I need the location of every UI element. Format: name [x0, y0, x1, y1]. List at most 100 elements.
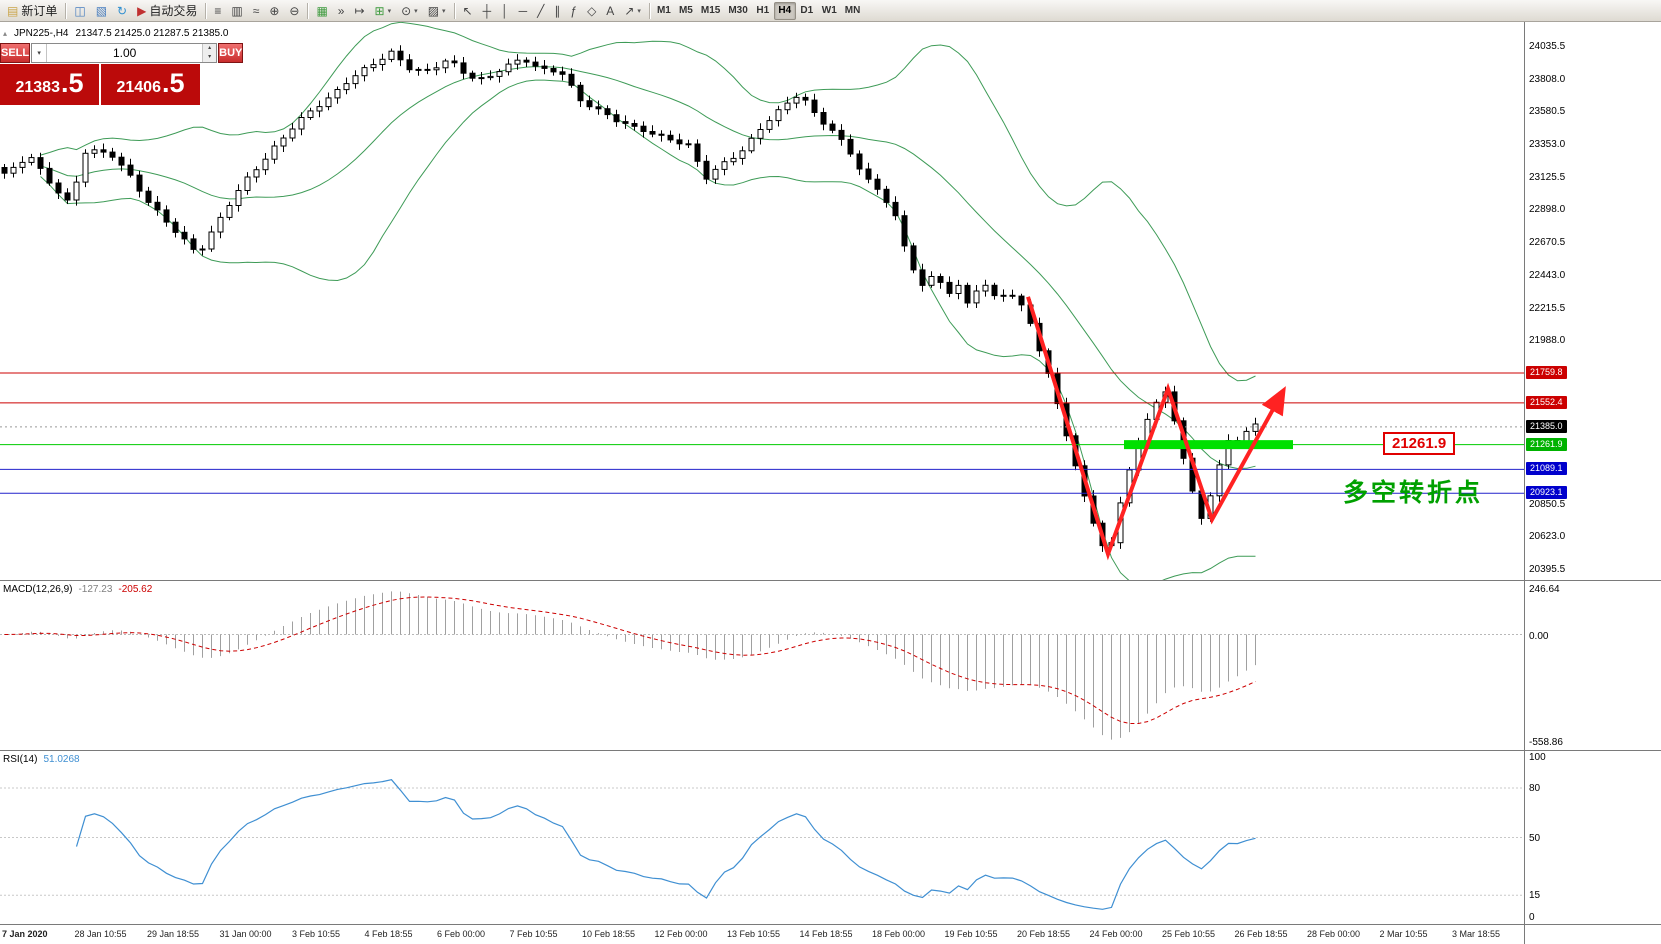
crosshair-icon[interactable]: ┼ [478, 1, 497, 21]
cursor-icon-glyph: ↖ [462, 3, 473, 18]
spinner-down-icon[interactable]: ▾ [203, 53, 217, 62]
rsi-pane[interactable]: RSI(14) 51.0268 [0, 751, 1524, 924]
tile-windows-icon[interactable]: ▦ [311, 1, 332, 21]
timeframe-m5[interactable]: M5 [678, 5, 693, 16]
price-line-label: 20923.1 [1526, 486, 1567, 500]
new-order-button[interactable]: ▤ 新订单 [2, 1, 62, 21]
macd-axis[interactable]: 246.64 0.00 -558.86 [1524, 581, 1661, 750]
price-axis[interactable]: 24035.5 23808.0 23580.5 23353.0 23125.5 22898… [1524, 22, 1661, 580]
macd-chart[interactable] [0, 581, 1524, 750]
time-axis-label: 26 Feb 18:55 [1234, 929, 1288, 939]
periods-dropdown-glyph: ⊙ [401, 3, 412, 18]
volume-input[interactable] [47, 44, 203, 62]
timeframe-h4[interactable]: H4 [773, 1, 796, 20]
buy-price[interactable]: 21406.5 [101, 64, 200, 105]
chart-window-icon-glyph: ◫ [74, 3, 86, 18]
time-axis-row: 7 Jan 2020 28 Jan 10:55 29 Jan 18:55 31 Jan… [0, 924, 1661, 944]
volume-control: ▾ ▴▾ [31, 43, 218, 63]
periods-dropdown-arrow-icon[interactable]: ▾ [414, 7, 418, 15]
bars-type-icon[interactable]: ≡ [209, 1, 226, 21]
templates-dropdown[interactable]: ▨ ▾ [423, 1, 451, 21]
channel-icon[interactable]: ∥ [549, 1, 565, 21]
vertical-line-icon-glyph: │ [501, 3, 509, 18]
periods-dropdown[interactable]: ⊙ ▾ [396, 1, 423, 21]
time-axis-label: 25 Feb 10:55 [1162, 929, 1216, 939]
spinner-up-icon[interactable]: ▴ [203, 44, 217, 53]
price-grid-label: 23808.0 [1529, 73, 1566, 85]
shift-chart-icon[interactable]: ↦ [349, 1, 369, 21]
price-annotation-box[interactable]: 21261.9 [1383, 431, 1456, 455]
line-type-icon[interactable]: ≈ [248, 1, 265, 21]
fibonacci-icon-glyph: ƒ [570, 3, 578, 18]
indicators-dropdown-arrow-icon[interactable]: ▾ [387, 7, 392, 15]
shapes-icon[interactable]: ◇ [582, 1, 601, 21]
arrow-tool-icon-arrow-icon[interactable]: ▾ [637, 7, 641, 15]
shapes-icon-glyph: ◇ [587, 3, 597, 18]
macd-axis-label: 0.00 [1529, 630, 1549, 642]
zoom-in-icon[interactable]: ⊕ [264, 1, 284, 21]
chart-window-icon[interactable]: ◫ [69, 1, 90, 21]
timeframe-h1[interactable]: H1 [756, 5, 770, 16]
refresh-icon[interactable]: ↻ [112, 1, 132, 21]
vertical-line-icon[interactable]: │ [496, 1, 514, 21]
bars-type-icon-glyph: ≡ [214, 3, 222, 18]
buy-button[interactable]: BUY [218, 43, 244, 63]
indicators-dropdown-glyph: ⊞ [374, 3, 385, 18]
sell-button[interactable]: SELL [0, 43, 31, 63]
main-chart-row: ▴ JPN225-,H4 21347.5 21425.0 21287.5 213… [0, 22, 1661, 580]
macd-label-row: MACD(12,26,9) -127.23 -205.62 [3, 584, 152, 595]
timeframe-m30[interactable]: M30 [728, 5, 748, 16]
price-grid-label: 22898.0 [1529, 204, 1566, 216]
timeframe-mn[interactable]: MN [844, 5, 861, 16]
time-axis-label: 29 Jan 18:55 [147, 929, 200, 939]
timeframe-m1[interactable]: M1 [656, 5, 671, 16]
timeframe-d1[interactable]: D1 [800, 5, 814, 16]
rsi-axis[interactable]: 100 80 50 15 0 [1524, 751, 1661, 924]
price-line-label: 21759.8 [1526, 366, 1567, 380]
rsi-axis-label: 100 [1529, 752, 1546, 763]
turning-point-annotation[interactable]: 多空转折点 [1343, 479, 1484, 508]
timeframe-m15[interactable]: M15 [700, 5, 721, 16]
rsi-axis-label: 0 [1529, 912, 1535, 923]
new-order-button-label: 新订单 [21, 4, 58, 18]
arrow-tool-icon-glyph: ↗ [624, 3, 635, 18]
fibonacci-icon[interactable]: ƒ [565, 1, 582, 21]
price-grid-label: 23580.5 [1529, 106, 1566, 118]
price-grid-label: 22215.5 [1529, 302, 1566, 314]
price-grid-label: 20395.5 [1529, 564, 1566, 576]
auto-scroll-icon[interactable]: » [333, 1, 350, 21]
rsi-chart[interactable] [0, 751, 1524, 924]
main-chart-pane[interactable]: ▴ JPN225-,H4 21347.5 21425.0 21287.5 213… [0, 22, 1524, 580]
horizontal-line-icon[interactable]: ─ [514, 1, 533, 21]
volume-spinner[interactable]: ▴ ▾ [202, 44, 217, 62]
volume-preset-dropdown-icon[interactable]: ▾ [32, 44, 48, 62]
time-axis-label: 2 Mar 10:55 [1379, 929, 1428, 939]
zoom-in-icon-glyph: ⊕ [269, 3, 280, 18]
indicators-dropdown[interactable]: ⊞ ▾ [370, 1, 397, 21]
macd-main-value: -127.23 [78, 584, 113, 595]
rsi-axis-label: 15 [1529, 890, 1541, 902]
time-axis-label: 7 Jan 2020 [2, 929, 48, 939]
profiles-icon-glyph: ▧ [95, 3, 108, 18]
toolbar-separator [648, 2, 650, 19]
zoom-out-icon[interactable]: ⊖ [284, 1, 304, 21]
cursor-icon[interactable]: ↖ [458, 1, 478, 21]
macd-pane[interactable]: MACD(12,26,9) -127.23 -205.62 [0, 581, 1524, 750]
timeframe-w1[interactable]: W1 [821, 5, 837, 16]
time-axis-label: 4 Feb 18:55 [364, 929, 413, 939]
trendline-icon[interactable]: ╱ [532, 1, 549, 21]
symbol-ohlc: 21347.5 21425.0 21287.5 21385.0 [75, 28, 229, 39]
sell-price[interactable]: 21383.5 [0, 64, 99, 105]
zoom-out-icon-glyph: ⊖ [289, 3, 300, 18]
time-axis[interactable]: 7 Jan 2020 28 Jan 10:55 29 Jan 18:55 31 Jan… [0, 925, 1524, 944]
text-icon[interactable]: A [601, 1, 619, 21]
profiles-icon[interactable]: ▧ [91, 1, 112, 21]
auto-trading-button[interactable]: ▶ 自动交易 [132, 1, 202, 21]
arrow-tool-icon[interactable]: ↗ ▾ [619, 1, 646, 21]
candles-type-icon[interactable]: ▥ [226, 1, 247, 21]
macd-axis-label: -558.86 [1529, 737, 1563, 748]
toolbar-separator [307, 2, 309, 19]
candlestick-chart[interactable] [0, 22, 1524, 580]
templates-dropdown-arrow-icon[interactable]: ▾ [442, 7, 446, 15]
